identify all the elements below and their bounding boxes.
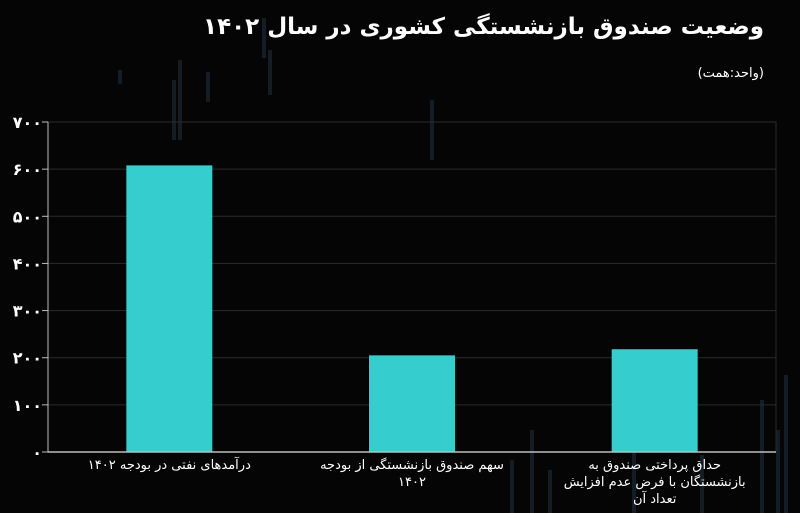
y-tick-label: ۶۰۰ <box>13 160 42 179</box>
y-tick-label: ۲۰۰ <box>13 349 42 368</box>
bar <box>611 349 698 452</box>
x-category-label: درآمدهای نفتی در بودجه ۱۴۰۲ <box>87 458 251 473</box>
unit-label: (واحد:همت) <box>697 66 764 81</box>
x-category-label: سهم صندوق بازنشستگی از بودجه ۱۴۰۲ <box>320 458 504 490</box>
y-tick-label: ۰ <box>32 443 42 462</box>
bar <box>369 355 455 452</box>
x-category-label: حداق پرداختی صندوق به بازنشستگان با فرض … <box>563 458 746 507</box>
y-tick-label: ۵۰۰ <box>13 207 42 226</box>
y-tick-label: ۴۰۰ <box>13 254 42 273</box>
bar <box>126 165 213 452</box>
y-tick-label: ۱۰۰ <box>13 396 42 415</box>
y-tick-label: ۳۰۰ <box>13 302 42 321</box>
chart-title: وضعیت صندوق بازنشستگی کشوری در سال ۱۴۰۲ <box>203 14 764 40</box>
y-tick-label: ۷۰۰ <box>13 113 42 132</box>
